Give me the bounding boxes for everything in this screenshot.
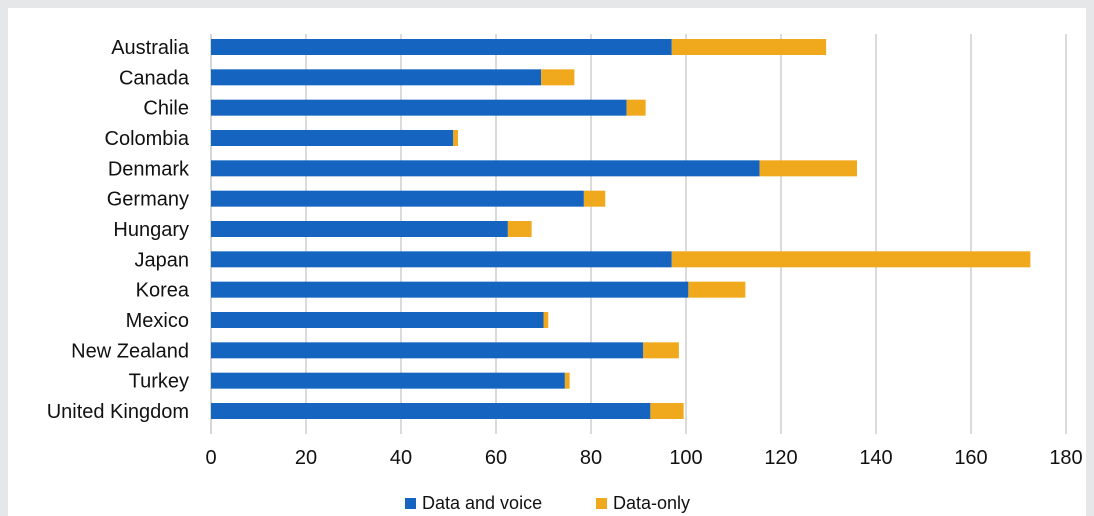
category-label: Chile xyxy=(143,98,189,120)
bar-data-only xyxy=(626,99,646,116)
bar-data-and-voice xyxy=(211,69,542,86)
bar-data-and-voice xyxy=(211,342,644,359)
category-label: Korea xyxy=(136,280,190,302)
x-tick-label: 180 xyxy=(1049,447,1082,469)
bars xyxy=(211,39,1031,419)
category-label: Japan xyxy=(135,249,190,271)
bar-data-and-voice xyxy=(211,251,672,268)
chart-frame: Australia Canada Chile Colombia Denmark Germa… xyxy=(8,8,1086,516)
bar-data-and-voice xyxy=(211,402,651,419)
bar-data-and-voice xyxy=(211,190,584,207)
bar-data-only xyxy=(688,281,746,298)
bar-data-and-voice xyxy=(211,281,689,298)
x-tick-label: 20 xyxy=(295,447,317,469)
x-tick-label: 100 xyxy=(669,447,702,469)
bar-data-and-voice xyxy=(211,160,760,177)
bar-data-and-voice xyxy=(211,99,627,116)
x-tick-label: 80 xyxy=(580,447,602,469)
x-tick-label: 120 xyxy=(764,447,797,469)
x-tick-labels: 0 20 40 60 80 100 120 140 160 180 xyxy=(205,447,1082,469)
bar-data-and-voice xyxy=(211,39,672,55)
legend: Data and voice Data-only xyxy=(405,493,690,513)
bar-data-only xyxy=(453,129,458,146)
category-label: Denmark xyxy=(108,158,190,180)
category-label: Germany xyxy=(107,189,189,211)
bar-data-and-voice xyxy=(211,129,454,146)
bar-data-and-voice xyxy=(211,372,565,389)
bar-data-and-voice xyxy=(211,220,508,237)
legend-swatch xyxy=(405,498,416,509)
bar-data-only xyxy=(564,372,570,389)
category-labels: Australia Canada Chile Colombia Denmark Germa… xyxy=(47,37,190,423)
bar-data-only xyxy=(543,311,549,328)
bar-data-only xyxy=(507,220,532,237)
bar-data-only xyxy=(671,251,1031,268)
x-tick-label: 160 xyxy=(954,447,987,469)
category-label: Australia xyxy=(111,37,190,59)
bar-data-only xyxy=(671,39,827,55)
x-tick-label: 140 xyxy=(859,447,892,469)
legend-label: Data-only xyxy=(613,493,690,513)
x-tick-label: 40 xyxy=(390,447,412,469)
bar-data-only xyxy=(650,402,684,419)
category-label: United Kingdom xyxy=(47,401,189,423)
stacked-bar-chart: Australia Canada Chile Colombia Denmark Germa… xyxy=(47,34,1083,513)
category-label: Colombia xyxy=(105,128,190,150)
x-tick-label: 0 xyxy=(205,447,216,469)
bar-data-and-voice xyxy=(211,311,544,328)
bar-data-only xyxy=(541,69,575,86)
x-tick-label: 60 xyxy=(485,447,507,469)
legend-label: Data and voice xyxy=(422,493,542,513)
category-label: Mexico xyxy=(126,310,189,332)
bar-data-only xyxy=(759,160,857,177)
bar-data-only xyxy=(643,342,679,359)
bar-data-only xyxy=(583,190,606,207)
category-label: Canada xyxy=(119,67,190,89)
category-label: Turkey xyxy=(129,371,189,393)
category-label: Hungary xyxy=(113,219,189,241)
category-label: New Zealand xyxy=(71,340,189,362)
legend-swatch xyxy=(596,498,607,509)
